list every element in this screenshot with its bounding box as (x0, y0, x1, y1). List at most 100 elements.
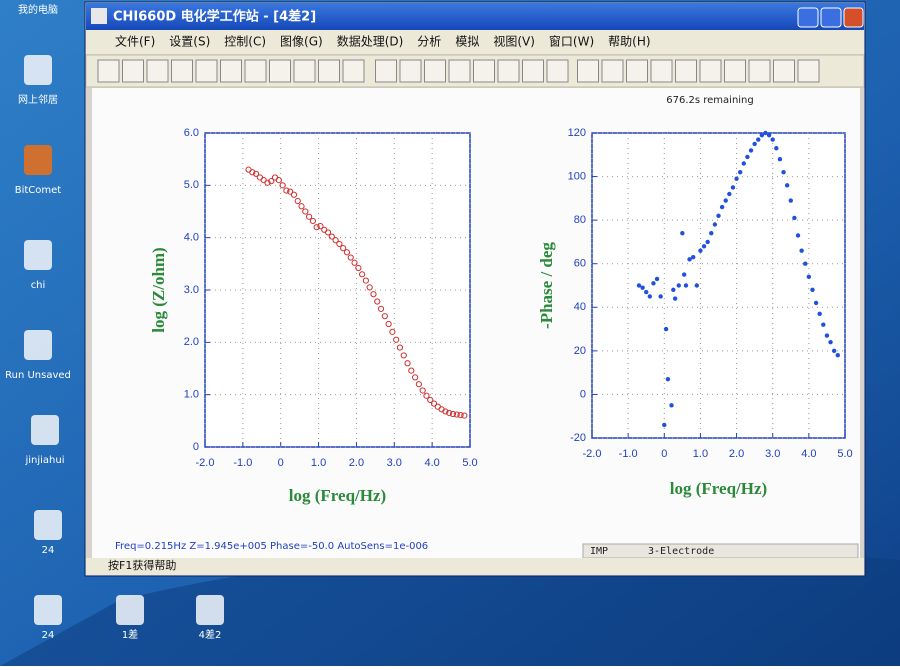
menu-item[interactable]: 分析 (417, 35, 441, 49)
desktop-icon[interactable] (116, 595, 144, 625)
x-tick-label: 2.0 (349, 457, 364, 469)
electrode: 3-Electrode (648, 546, 714, 557)
data-point (770, 137, 775, 142)
toolbar-button[interactable] (97, 59, 120, 83)
data-point (328, 233, 335, 240)
data-point (745, 154, 750, 160)
menu-item[interactable]: 模拟 (455, 35, 479, 49)
toolbar-button[interactable] (626, 59, 648, 83)
toolbar-button[interactable] (122, 59, 144, 83)
data-point (774, 146, 779, 151)
toolbar-button[interactable] (797, 59, 820, 83)
toolbar-button[interactable] (293, 59, 316, 83)
desktop-icon-label[interactable]: 1差 (122, 628, 138, 641)
toolbar-button[interactable] (601, 59, 624, 83)
help-bar (86, 558, 864, 575)
toolbar-button[interactable] (546, 59, 569, 83)
toolbar-button[interactable] (473, 59, 495, 83)
y-tick-label: 120 (568, 127, 586, 139)
desktop-icon-label[interactable]: Run Unsaved (5, 370, 71, 381)
toolbar-button[interactable] (724, 59, 746, 83)
desktop-icon[interactable] (34, 510, 62, 540)
x-tick-label: -1.0 (619, 448, 638, 460)
y-tick-label: 1.0 (184, 389, 199, 401)
charts: -2.0 -1.0 0 1.0 2.0 3.0 4.0 5.0 0 1.0 2.0 3.0 4.0 5.0… (149, 127, 853, 505)
toolbar-button[interactable] (497, 59, 520, 83)
toolbar-button[interactable] (269, 59, 291, 83)
desktop-icon[interactable] (31, 415, 59, 445)
toolbar-button[interactable] (220, 59, 242, 83)
menu-item[interactable]: 图像(G) (280, 35, 323, 49)
toolbar-button[interactable] (399, 59, 422, 83)
data-point (672, 296, 678, 301)
y-tick-label: 20 (574, 345, 586, 357)
x-tick-label: 4.0 (801, 448, 816, 460)
toolbar-button[interactable] (424, 59, 446, 83)
toolbar-button[interactable] (675, 59, 697, 83)
toolbar-button[interactable] (448, 59, 471, 83)
menu-item[interactable]: 控制(C) (224, 35, 266, 49)
desktop-icon-label[interactable]: 4差2 (199, 628, 222, 641)
data-point (385, 320, 392, 328)
desktop-icon-label[interactable]: 我的电脑 (18, 3, 58, 16)
data-point (400, 352, 407, 359)
desktop-icon-label[interactable]: jinjiahui (24, 455, 64, 466)
toolbar-button[interactable] (318, 59, 340, 83)
data-point (723, 198, 728, 203)
y-tick-label: 80 (574, 214, 586, 226)
menu-item[interactable]: 窗口(W) (549, 35, 594, 49)
toolbar-button[interactable] (522, 59, 544, 83)
x-tick-label: 5.0 (837, 448, 852, 460)
data-point (759, 132, 765, 138)
x-tick-label: 1.0 (311, 457, 326, 469)
toolbar-button[interactable] (773, 59, 795, 83)
desktop-icon[interactable] (24, 55, 52, 85)
data-point (396, 344, 404, 351)
data-point (275, 177, 282, 184)
x-tick-label: 0 (278, 457, 284, 469)
maximize-button[interactable] (820, 7, 842, 28)
data-point (654, 276, 660, 282)
data-point (317, 223, 324, 230)
data-point (792, 215, 797, 221)
desktop-icon-label[interactable]: 网上邻居 (18, 93, 58, 106)
menu-item[interactable]: 视图(V) (493, 34, 535, 49)
toolbar-button[interactable] (650, 59, 673, 83)
data-point (294, 197, 301, 205)
toolbar-button[interactable] (375, 59, 397, 83)
desktop-icon[interactable] (34, 595, 62, 625)
menu-item[interactable]: 帮助(H) (608, 35, 650, 49)
toolbar-button[interactable] (195, 59, 218, 83)
menu-item[interactable]: 文件(F) (115, 34, 155, 49)
data-point (366, 284, 373, 291)
data-point (701, 244, 707, 249)
toolbar-button[interactable] (577, 59, 599, 83)
toolbar-button[interactable] (699, 59, 722, 83)
desktop-icon-label[interactable]: 24 (42, 630, 55, 641)
desktop-icon[interactable] (24, 145, 52, 175)
data-point (691, 254, 696, 260)
desktop-icon-label[interactable]: 24 (42, 545, 55, 556)
data-point (810, 287, 815, 293)
desktop-icon[interactable] (24, 330, 52, 360)
desktop-icon[interactable] (24, 240, 52, 270)
close-button[interactable] (843, 7, 864, 28)
data-point (362, 277, 369, 284)
minimize-button[interactable] (797, 7, 819, 28)
data-point (756, 137, 761, 142)
desktop-icon-label[interactable]: BitComet (15, 185, 62, 196)
desktop-icon-label[interactable]: chi (31, 280, 46, 291)
menu-item[interactable]: 数据处理(D) (337, 34, 404, 49)
toolbar-button[interactable] (342, 59, 365, 83)
toolbar-button[interactable] (171, 59, 193, 83)
menu-item[interactable]: 设置(S) (169, 35, 210, 49)
data-point (795, 233, 801, 238)
toolbar-button[interactable] (146, 59, 169, 83)
data-point (359, 271, 366, 278)
toolbar-button[interactable] (244, 59, 267, 83)
toolbar-button[interactable] (748, 59, 771, 83)
data-point (636, 283, 642, 288)
desktop-icon[interactable] (196, 595, 224, 625)
data-point (676, 283, 681, 288)
